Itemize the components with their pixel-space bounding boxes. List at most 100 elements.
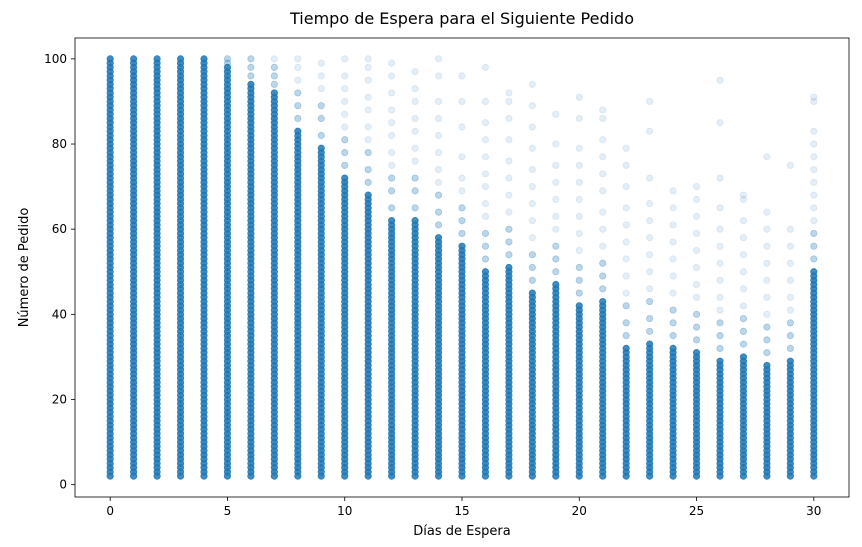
scatter-point [810, 204, 818, 212]
scatter-point [810, 268, 818, 276]
scatter-point [388, 217, 396, 225]
scatter-point [763, 276, 771, 284]
scatter-point [669, 238, 677, 246]
scatter-point [739, 353, 748, 361]
scatter-point [481, 63, 490, 71]
scatter-point [646, 314, 654, 323]
scatter-point [739, 191, 748, 199]
points-layer [106, 55, 818, 480]
scatter-point [763, 293, 771, 301]
scatter-point [317, 85, 325, 93]
y-tick-label: 80 [52, 137, 67, 151]
scatter-point [716, 174, 724, 182]
scatter-point [692, 212, 701, 221]
scatter-point [388, 106, 396, 114]
scatter-point [622, 144, 630, 152]
scatter-point [763, 349, 771, 357]
scatter-point [716, 357, 724, 365]
scatter-point [388, 131, 396, 140]
scatter-point [575, 289, 583, 297]
scatter-point [669, 255, 677, 263]
scatter-point [528, 123, 536, 131]
scatter-column-16 [481, 63, 490, 480]
scatter-point [622, 344, 630, 352]
scatter-point [646, 127, 654, 135]
scatter-point [247, 55, 255, 63]
x-axis-ticks: 0 5 10 15 20 25 30 [106, 497, 821, 518]
scatter-point [739, 251, 748, 259]
scatter-point [528, 217, 536, 225]
scatter-column-1 [130, 55, 138, 480]
scatter-point [763, 242, 771, 250]
scatter-point [294, 127, 302, 135]
scatter-point [270, 80, 278, 89]
scatter-point [481, 170, 490, 178]
scatter-point [599, 114, 607, 123]
scatter-point [692, 263, 701, 272]
scatter-point [646, 97, 654, 106]
scatter-point [434, 234, 443, 242]
scatter-point [341, 85, 349, 93]
scatter-point [646, 174, 654, 182]
scatter-point [341, 72, 349, 80]
scatter-point [786, 344, 794, 352]
scatter-point [646, 268, 654, 276]
scatter-point [575, 302, 583, 310]
scatter-column-5 [223, 55, 232, 480]
scatter-point [786, 319, 794, 327]
scatter-point [341, 97, 349, 106]
scatter-column-11 [364, 55, 372, 480]
scatter-point [364, 63, 372, 71]
scatter-column-21 [599, 106, 607, 480]
scatter-column-14 [434, 55, 443, 480]
scatter-point [786, 332, 794, 340]
scatter-point [434, 131, 443, 140]
scatter-point [481, 229, 490, 238]
scatter-point [669, 319, 677, 327]
scatter-point [176, 55, 185, 63]
scatter-point [716, 344, 724, 352]
scatter-point [458, 174, 466, 182]
scatter-point [528, 263, 536, 272]
scatter-point [341, 110, 349, 118]
scatter-point [341, 55, 349, 63]
y-axis-label: Número de Pedido [17, 208, 32, 328]
scatter-point [434, 114, 443, 123]
scatter-column-2 [153, 55, 161, 480]
scatter-point [786, 293, 794, 301]
scatter-point [528, 183, 536, 191]
scatter-point [552, 225, 560, 233]
scatter-point [763, 225, 771, 233]
scatter-point [810, 93, 818, 101]
scatter-point [200, 55, 208, 63]
scatter-point [622, 289, 630, 297]
scatter-point [223, 63, 232, 71]
scatter-point [716, 293, 724, 301]
scatter-point [575, 229, 583, 238]
x-tick-label: 10 [337, 504, 352, 518]
scatter-point [223, 55, 232, 63]
scatter-point [739, 234, 748, 242]
scatter-point [294, 76, 302, 84]
scatter-column-22 [622, 144, 630, 480]
scatter-column-15 [458, 72, 466, 480]
scatter-point [599, 208, 607, 216]
scatter-point [434, 97, 443, 106]
scatter-point [388, 59, 396, 67]
scatter-point [481, 255, 490, 263]
scatter-column-13 [411, 68, 419, 480]
scatter-point [364, 191, 372, 199]
scatter-point [528, 144, 536, 152]
scatter-point [481, 200, 490, 208]
scatter-column-8 [294, 55, 302, 480]
scatter-point [622, 204, 630, 212]
scatter-point [458, 153, 466, 161]
scatter-point [317, 131, 325, 140]
scatter-point [481, 97, 490, 106]
scatter-column-23 [646, 97, 654, 480]
scatter-column-20 [575, 93, 583, 480]
scatter-point [786, 242, 794, 250]
scatter-point [575, 263, 583, 272]
scatter-point [294, 114, 302, 123]
scatter-point [388, 187, 396, 195]
